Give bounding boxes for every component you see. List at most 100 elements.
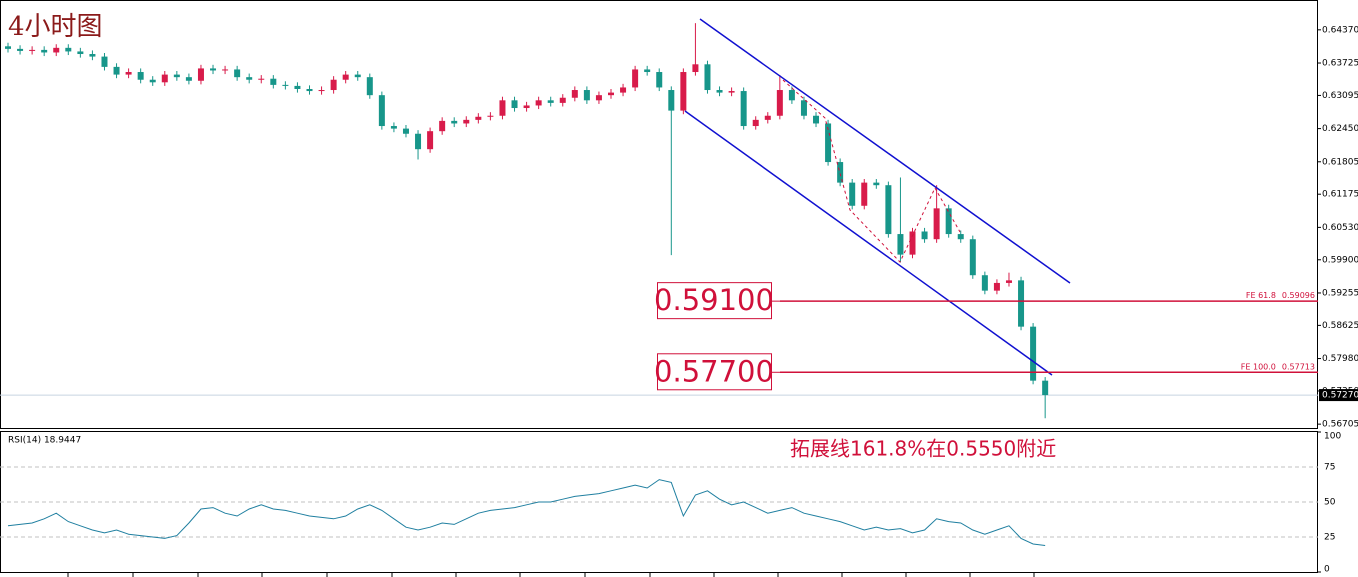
- candle-body: [547, 100, 554, 103]
- candle-body: [571, 90, 578, 98]
- candle-body: [728, 91, 735, 93]
- candle-body: [1042, 380, 1049, 396]
- candle-body: [234, 69, 241, 78]
- candle-body: [475, 116, 482, 120]
- candle-body: [535, 100, 542, 106]
- candle-body: [800, 100, 807, 116]
- candle-body: [402, 128, 409, 134]
- candle-body: [752, 119, 759, 127]
- candle-body: [306, 88, 313, 92]
- candle-body: [1005, 280, 1012, 283]
- candle-body: [41, 49, 48, 53]
- y-tick-label: 0.62450: [1322, 124, 1358, 134]
- candle-body: [933, 208, 940, 240]
- candle-body: [981, 275, 988, 291]
- candle-body: [1018, 280, 1025, 327]
- fib-label: FE 100.0 0.57713: [1241, 362, 1315, 371]
- x-axis-ticks: [67, 572, 1035, 577]
- y-tick-label: 0.60530: [1322, 223, 1358, 233]
- candle-body: [65, 47, 72, 52]
- candle-body: [740, 91, 747, 127]
- candle-body: [29, 49, 36, 51]
- candle-body: [161, 74, 168, 83]
- candle-body: [608, 92, 614, 96]
- candle-body: [680, 72, 687, 111]
- zigzag: [782, 79, 961, 263]
- y-tick-label: 0.56705: [1322, 420, 1358, 430]
- candle-body: [499, 100, 506, 116]
- last-price-label: 0.57270: [1322, 391, 1358, 401]
- fib-value: 0.59096: [1282, 291, 1315, 300]
- y-tick-label: 100: [1324, 432, 1341, 442]
- fib-name: FE 61.8: [1246, 291, 1276, 300]
- channel: [684, 18, 1071, 376]
- y-tick-label: 0.59255: [1322, 288, 1358, 298]
- annotation: 拓展线161.8%在0.5550附近: [790, 437, 1056, 461]
- main-panel: [0, 0, 1318, 429]
- candle-body: [270, 78, 277, 85]
- candle-body: [77, 51, 84, 55]
- y-tick-label: 50: [1324, 498, 1336, 508]
- candle-body: [873, 182, 880, 186]
- candle-body: [222, 69, 229, 71]
- candle-body: [897, 234, 904, 255]
- candle-body: [644, 69, 651, 73]
- candle-body: [632, 69, 639, 88]
- fib-label: FE 61.8 0.59096: [1246, 291, 1315, 300]
- candle-body: [487, 115, 494, 117]
- candle-body: [849, 182, 856, 206]
- callout-label: 0.59100: [654, 283, 774, 317]
- candle-body: [125, 72, 132, 75]
- candle-body: [861, 182, 868, 206]
- candle-body: [837, 162, 844, 183]
- candle-body: [415, 133, 422, 150]
- candle-body: [89, 54, 96, 57]
- candle-body: [101, 56, 108, 67]
- y-tick-label: 0.64370: [1322, 25, 1358, 35]
- candle-body: [294, 85, 301, 89]
- candle-body: [583, 90, 590, 101]
- candle-body: [704, 64, 711, 91]
- fib-value: 0.57713: [1282, 362, 1315, 371]
- candle-body: [318, 90, 325, 92]
- candle-body: [330, 79, 337, 91]
- candle-body: [246, 77, 253, 80]
- y-tick-label: 0.63095: [1322, 91, 1358, 101]
- y-tick-label: 0.63725: [1322, 59, 1358, 69]
- rsi-title: RSI(14) 18.9447: [8, 436, 81, 446]
- candle-body: [354, 74, 361, 78]
- candle-body: [909, 231, 916, 255]
- chart-title: 4小时图: [8, 12, 103, 42]
- candle-body: [813, 115, 820, 124]
- candle-body: [366, 77, 373, 96]
- y-tick-label: 0.57980: [1322, 354, 1358, 364]
- candle-body: [957, 234, 964, 240]
- candle-body: [620, 87, 627, 93]
- candle-body: [1030, 326, 1037, 381]
- candle-body: [656, 72, 663, 88]
- candle-body: [451, 120, 458, 124]
- candle-body: [17, 48, 24, 51]
- candle-body: [113, 66, 120, 75]
- y-tick-label: 0.61805: [1322, 157, 1358, 167]
- candle-body: [511, 100, 518, 109]
- candle-body: [559, 97, 566, 103]
- candle-body: [439, 120, 446, 132]
- candle-body: [969, 239, 976, 276]
- candle-body: [173, 74, 180, 78]
- main-plot: [0, 23, 1318, 419]
- candle-body: [776, 90, 783, 116]
- candle-body: [210, 68, 217, 71]
- candle-body: [463, 119, 470, 124]
- candle-body: [692, 64, 699, 73]
- candle-body: [716, 90, 723, 93]
- y-tick-label: 0.59900: [1322, 255, 1358, 265]
- y-tick-label: 0.61175: [1322, 190, 1358, 200]
- candle-body: [993, 282, 1000, 291]
- candle-body: [282, 84, 289, 86]
- candle-body: [53, 47, 60, 53]
- candle-body: [427, 131, 434, 150]
- candle-body: [5, 46, 11, 49]
- candle-body: [921, 231, 928, 240]
